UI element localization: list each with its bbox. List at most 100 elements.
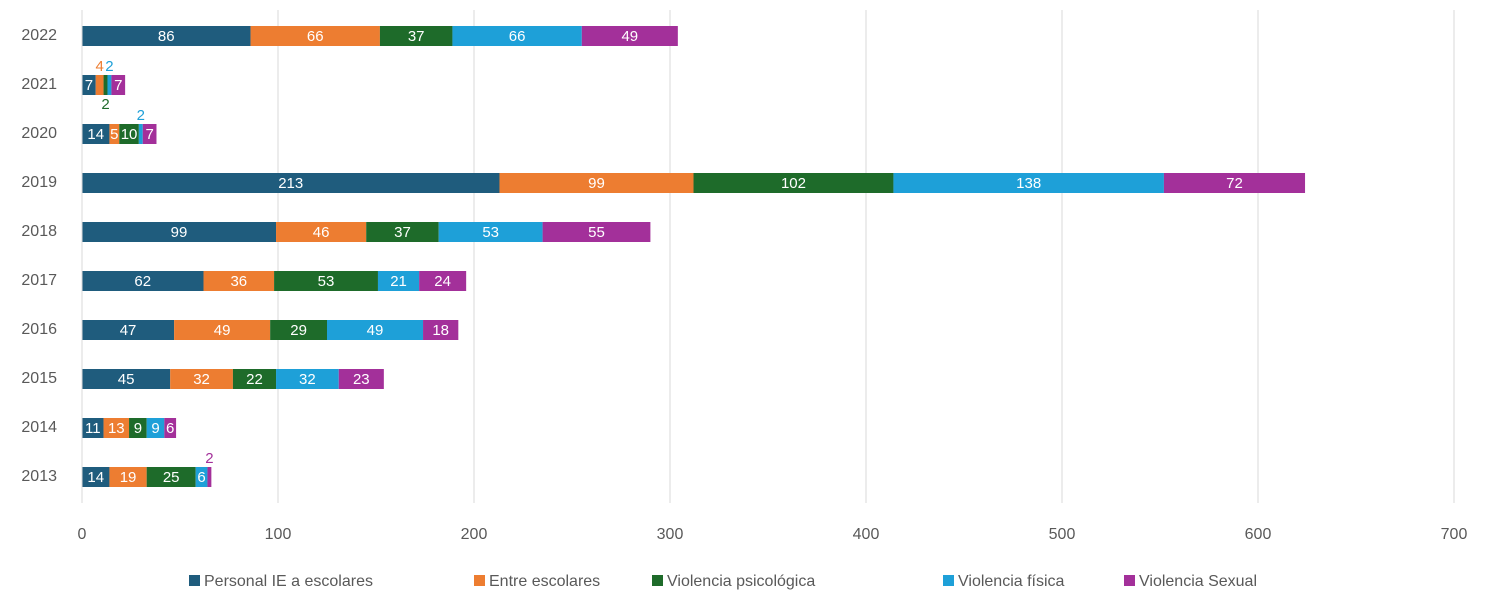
- bar-segment: [338, 369, 384, 389]
- x-tick-label: 200: [461, 526, 488, 543]
- x-tick-label: 600: [1245, 526, 1272, 543]
- data-label: 10: [121, 126, 138, 143]
- data-label: 6: [166, 420, 174, 437]
- data-label: 49: [621, 28, 638, 45]
- x-tick-label: 500: [1049, 526, 1076, 543]
- data-label: 14: [87, 126, 104, 143]
- bar-segment: [164, 418, 177, 438]
- x-tick-label: 100: [265, 526, 292, 543]
- bar-segment: [82, 271, 204, 291]
- data-label: 66: [509, 28, 526, 45]
- data-label: 213: [278, 175, 303, 192]
- data-label: 7: [145, 126, 153, 143]
- data-label: 2: [105, 58, 113, 75]
- bar-segment: [103, 75, 108, 95]
- data-label: 19: [120, 469, 137, 486]
- y-tick-label: 2020: [21, 125, 57, 142]
- bar-segment: [109, 467, 147, 487]
- legend-swatch: [943, 575, 954, 586]
- bar-segment: [499, 173, 694, 193]
- data-label: 138: [1016, 175, 1041, 192]
- y-tick-label: 2021: [21, 76, 57, 93]
- bar-segment: [1163, 173, 1306, 193]
- bar-segment: [423, 320, 459, 340]
- data-label: 32: [193, 371, 210, 388]
- bar-segment: [174, 320, 271, 340]
- bar-segment: [270, 320, 327, 340]
- bar-segment: [82, 418, 104, 438]
- data-label: 86: [158, 28, 175, 45]
- legend-label: Entre escolares: [489, 573, 600, 590]
- data-label: 66: [307, 28, 324, 45]
- bar-segment: [207, 467, 212, 487]
- data-label: 23: [353, 371, 370, 388]
- x-tick-label: 0: [78, 526, 87, 543]
- bar-segment: [142, 124, 157, 144]
- bar-segment: [82, 467, 110, 487]
- data-label: 102: [781, 175, 806, 192]
- bar-segment: [146, 418, 165, 438]
- bar-segment: [119, 124, 139, 144]
- bar-segment: [109, 124, 120, 144]
- data-label: 49: [214, 322, 231, 339]
- bar-segment: [327, 320, 424, 340]
- y-tick-label: 2022: [21, 27, 57, 44]
- data-label: 62: [134, 273, 151, 290]
- y-tick-label: 2015: [21, 370, 57, 387]
- data-label: 9: [151, 420, 159, 437]
- data-label: 36: [230, 273, 247, 290]
- data-label: 18: [432, 322, 449, 339]
- data-label: 5: [110, 126, 118, 143]
- legend-label: Violencia Sexual: [1139, 573, 1257, 590]
- x-tick-label: 300: [657, 526, 684, 543]
- bar-segment: [366, 222, 439, 242]
- data-label: 9: [134, 420, 142, 437]
- bar-segment: [693, 173, 894, 193]
- legend-swatch: [1124, 575, 1135, 586]
- y-tick-label: 2013: [21, 468, 57, 485]
- data-label: 46: [313, 224, 330, 241]
- bar-segment: [452, 26, 582, 46]
- bar-segment: [82, 173, 500, 193]
- data-label: 47: [120, 322, 137, 339]
- data-label: 24: [434, 273, 451, 290]
- data-label: 11: [85, 420, 101, 437]
- data-label: 29: [290, 322, 307, 339]
- bar-segment: [82, 222, 277, 242]
- bar-segment: [95, 75, 104, 95]
- bar-segment: [195, 467, 208, 487]
- data-label: 37: [408, 28, 425, 45]
- data-label: 13: [108, 420, 125, 437]
- bar-segment: [438, 222, 543, 242]
- data-label: 4: [95, 58, 103, 75]
- data-label: 32: [299, 371, 316, 388]
- data-label: 21: [390, 273, 407, 290]
- data-label: 53: [482, 224, 499, 241]
- data-label: 45: [118, 371, 135, 388]
- legend-swatch: [652, 575, 663, 586]
- data-label: 53: [318, 273, 335, 290]
- bar-segment: [103, 418, 130, 438]
- data-label: 7: [85, 77, 93, 94]
- data-label: 2: [205, 450, 213, 467]
- bar-segment: [377, 271, 420, 291]
- bar-segment: [82, 124, 110, 144]
- data-label: 37: [394, 224, 411, 241]
- data-label: 2: [101, 96, 109, 113]
- bar-segment: [542, 222, 651, 242]
- y-tick-label: 2019: [21, 174, 57, 191]
- bar-segment: [82, 369, 171, 389]
- bar-segment: [276, 369, 339, 389]
- bar-segment: [82, 26, 251, 46]
- bar-segment: [170, 369, 233, 389]
- bar-segment: [82, 320, 175, 340]
- bar-segment: [581, 26, 678, 46]
- bar-segment: [129, 418, 147, 438]
- bar-segment: [379, 26, 453, 46]
- y-tick-label: 2017: [21, 272, 57, 289]
- bar-segment: [111, 75, 126, 95]
- bar-segment: [250, 26, 380, 46]
- bar-segment: [276, 222, 367, 242]
- data-label: 49: [367, 322, 384, 339]
